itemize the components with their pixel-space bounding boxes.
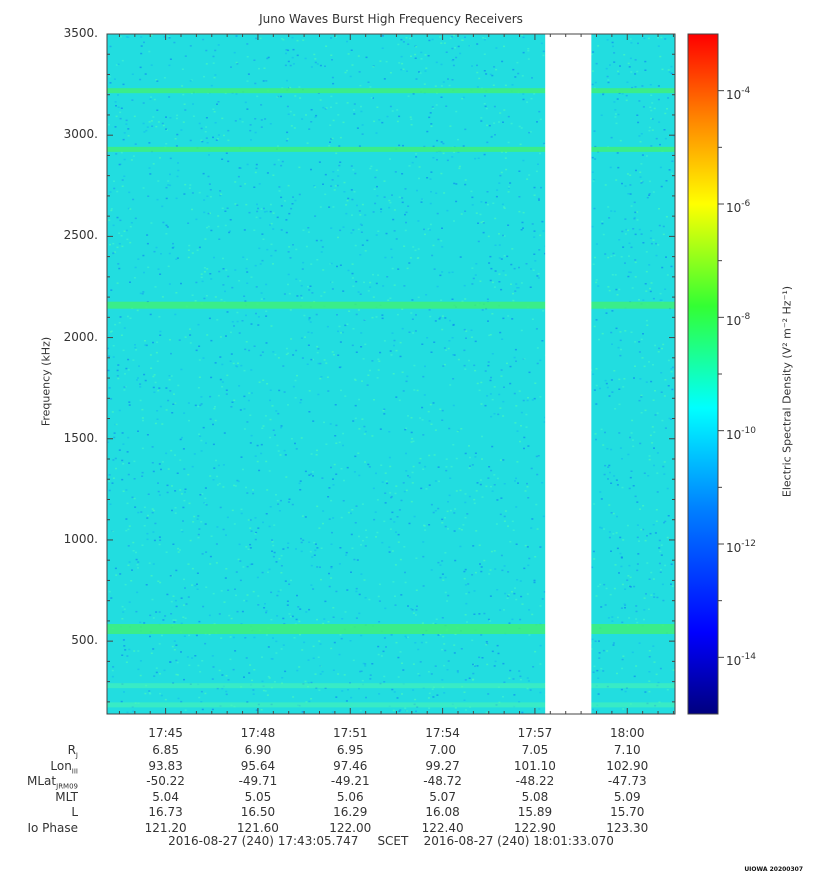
ephemeris-value: 5.05 (244, 789, 272, 804)
ephemeris-value: 121.20 (144, 820, 187, 835)
colorbar-ticks (718, 90, 724, 658)
ephemeris-value: 7.05 (521, 743, 549, 757)
ephemeris-label: Io Phase (27, 820, 78, 835)
ephemeris-value: 93.83 (148, 758, 183, 773)
ephemeris-value: 122.40 (421, 820, 464, 835)
ephemeris-value: 16.08 (425, 805, 460, 819)
ephemeris-value: 16.29 (333, 805, 368, 819)
x-tick-label: 17:45 (148, 726, 183, 740)
ephemeris-value: 101.10 (513, 758, 556, 773)
ephemeris-value: 97.46 (333, 758, 368, 773)
axes (107, 33, 675, 714)
ephemeris-value: 5.07 (429, 789, 456, 804)
y-tick-label: 3000. (63, 127, 98, 142)
x-tick-label: 17:51 (332, 726, 368, 740)
ephemeris-value: 5.08 (521, 789, 549, 804)
ephemeris-value: 5.06 (336, 789, 364, 804)
emission-line (107, 624, 675, 634)
ephemeris-value: 15.89 (517, 805, 553, 819)
colorbar (687, 33, 719, 715)
ephemeris-value: 122.00 (329, 820, 372, 835)
time-range-footer: 2016-08-27 (240) 17:43:05.747 SCET 2016-… (168, 834, 614, 848)
ephemeris-value: 16.73 (148, 805, 183, 819)
colorbar-tick-label: 10-12 (726, 539, 756, 555)
colorbar-tick-label: 10-6 (726, 199, 751, 215)
ephemeris-value: 15.70 (610, 805, 645, 819)
emission-line (107, 702, 675, 708)
emission-line (107, 146, 675, 152)
x-tick-label: 17:57 (517, 726, 553, 740)
colorbar-tick-label: 10-10 (726, 425, 756, 442)
ephemeris-value: -49.71 (238, 774, 278, 788)
ephemeris-value: 7.10 (613, 743, 641, 757)
ephemeris-label: RJ (67, 743, 78, 760)
ephemeris-label: MLatJRM09 (27, 774, 78, 791)
colorbar-label: Electric Spectral Density (V² m⁻² Hz⁻¹) (780, 285, 794, 498)
ephemeris-value: 5.04 (152, 789, 179, 804)
y-tick-label: 1500. (63, 430, 98, 445)
ephemeris-value: -48.72 (423, 774, 462, 788)
ephemeris-value: -49.21 (330, 774, 370, 788)
colorbar-tick-label: 10-8 (726, 312, 751, 329)
ephemeris-value: 6.85 (152, 743, 179, 757)
ephemeris-value: 5.09 (613, 789, 641, 804)
emission-line (107, 683, 675, 689)
ephemeris-value: 16.50 (240, 805, 276, 819)
emission-line (107, 88, 675, 94)
ephemeris-label: MLT (55, 789, 78, 804)
spectrogram-image (107, 34, 675, 714)
ephemeris-value: 6.95 (336, 743, 364, 757)
ephemeris-value: -50.22 (146, 774, 185, 788)
ephemeris-value: -48.22 (515, 774, 555, 788)
uiowa-stamp: UIOWA 20200307 (744, 866, 803, 873)
y-tick-label: 2500. (63, 228, 98, 243)
emission-line (107, 301, 675, 309)
ephemeris-label: L (71, 805, 78, 819)
ephemeris-value: 95.64 (240, 758, 276, 773)
y-tick-label: 2000. (63, 329, 98, 344)
ephemeris-value: 102.90 (606, 758, 649, 773)
ephemeris-value: 123.30 (606, 820, 649, 835)
y-tick-label: 1000. (63, 531, 98, 546)
ephemeris-label: LonIII (50, 758, 78, 775)
data-gap (545, 34, 592, 714)
ephemeris-value: 122.90 (513, 820, 556, 835)
chart-title: Juno Waves Burst High Frequency Receiver… (259, 12, 523, 26)
colorbar-tick-label: 10-14 (726, 652, 756, 669)
plot-frame (106, 33, 676, 715)
x-tick-label: 17:54 (425, 726, 460, 740)
ephemeris-value: 7.00 (429, 743, 456, 757)
y-tick-label: 3500. (63, 26, 98, 40)
colorbar-tick-label: 10-4 (726, 85, 751, 102)
y-tick-label: 500. (71, 633, 98, 648)
x-tick-label: 17:48 (240, 726, 276, 740)
ephemeris-value: 99.27 (425, 758, 460, 773)
ephemeris-value: 6.90 (244, 743, 272, 757)
x-tick-label: 18:00 (609, 726, 645, 740)
ephemeris-value: -47.73 (607, 774, 647, 788)
ephemeris-value: 121.60 (236, 820, 279, 835)
